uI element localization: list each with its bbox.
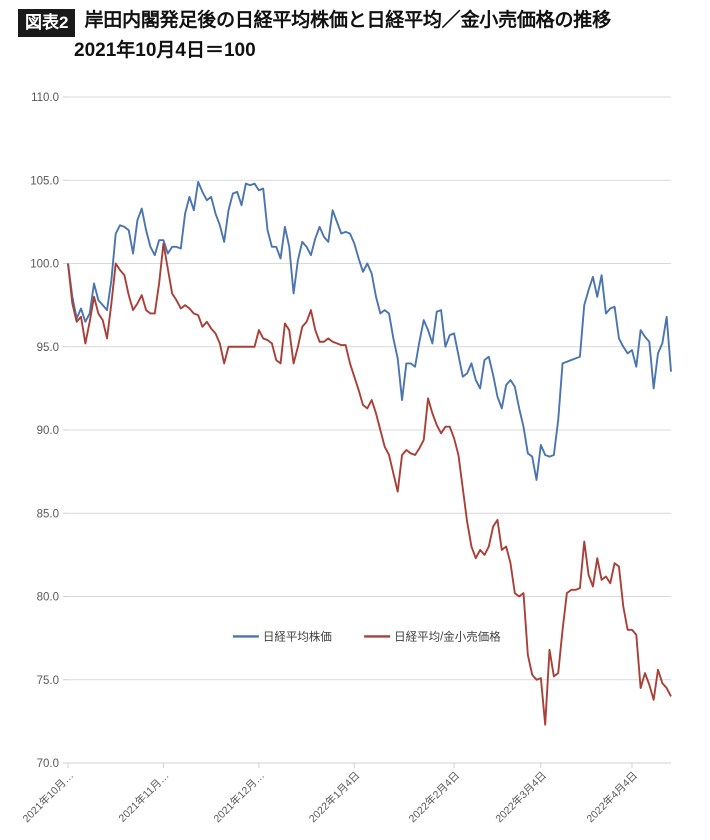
x-axis-tick-label: 2021年12月… xyxy=(211,769,267,825)
series-line-nikkei xyxy=(67,180,672,481)
title-row: 図表2 岸田内閣発足後の日経平均株価と日経平均／金小売価格の推移 xyxy=(18,8,700,37)
y-axis-tick-label: 100.0 xyxy=(30,259,59,271)
figure-header: 図表2 岸田内閣発足後の日経平均株価と日経平均／金小売価格の推移 2021年10… xyxy=(18,8,700,64)
y-axis-tick-label: 70.0 xyxy=(37,758,59,770)
chart-legend: 日経平均株価 日経平均/金小売価格 xyxy=(232,629,501,643)
y-axis-tick-label: 90.0 xyxy=(37,425,59,437)
figure-number-badge: 図表2 xyxy=(18,9,76,37)
x-axis-tick-label: 2022年2月4日 xyxy=(406,769,462,825)
y-axis-tick-label: 105.0 xyxy=(30,175,59,187)
x-axis-tick-label: 2021年11月… xyxy=(116,769,172,825)
y-axis-tick-label: 80.0 xyxy=(37,592,59,604)
y-axis-tick-labels: 110.0 105.0 100.0 95.0 90.0 85.0 80.0 75.0 70.0 xyxy=(30,92,68,770)
y-axis-tick-label: 110.0 xyxy=(31,92,59,104)
chart-svg: 110.0105.0100.095.090.085.080.075.070.0 … xyxy=(20,92,672,825)
x-axis-tick-label: 2022年1月4日 xyxy=(306,769,362,825)
series-line-nikkei-gold-ratio xyxy=(67,242,672,726)
y-axis-tick-label: 85.0 xyxy=(37,508,59,520)
y-axis-tick-label: 95.0 xyxy=(37,342,59,354)
gridlines-group xyxy=(68,96,671,764)
x-axis-tick-label: 2021年10月… xyxy=(20,769,76,825)
y-axis-tick-label: 75.0 xyxy=(37,675,59,687)
line-chart: 110.0 105.0 100.0 95.0 90.0 85.0 80.0 75.0 70.0 … xyxy=(0,78,710,840)
legend-label: 日経平均/金小売価格 xyxy=(394,629,501,643)
x-axis-tick-labels: 2021年10月… 2021年11月… 2021年12月… 2022年1月4日 2022… xyxy=(20,763,640,825)
page-subtitle: 2021年10月4日＝100 xyxy=(74,40,256,61)
page-title: 岸田内閣発足後の日経平均株価と日経平均／金小売価格の推移 xyxy=(84,10,611,31)
legend-label: 日経平均株価 xyxy=(263,629,332,643)
x-axis-tick-label: 2022年3月4日 xyxy=(493,769,549,825)
series-group xyxy=(67,180,672,726)
x-axis-tick-label: 2022年4月4日 xyxy=(584,769,640,825)
